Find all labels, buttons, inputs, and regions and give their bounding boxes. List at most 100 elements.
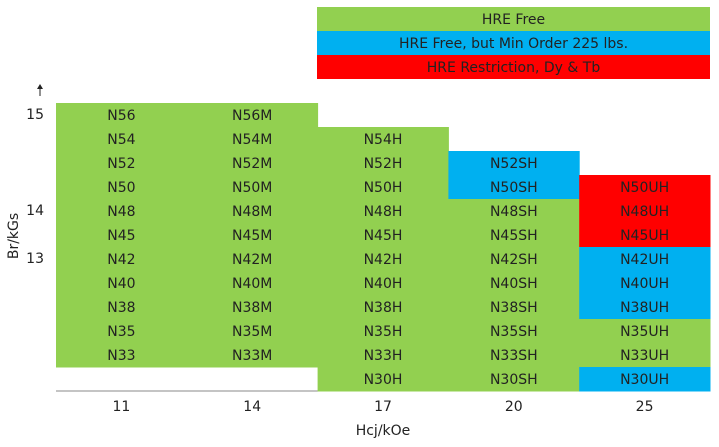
grade-cell <box>448 319 580 344</box>
y-axis-arrowhead <box>37 84 43 89</box>
grade-cell <box>579 271 711 296</box>
y-tick-label: 15 <box>26 107 44 123</box>
grade-label: N40M <box>232 276 272 292</box>
y-tick-label: 14 <box>26 203 44 219</box>
grade-label: N35SH <box>490 324 538 340</box>
grade-cell <box>56 247 188 272</box>
grade-cell <box>448 343 580 368</box>
x-tick-label: 14 <box>243 399 261 415</box>
grade-cell <box>186 151 319 176</box>
grade-cell <box>579 319 711 344</box>
grade-label: N42SH <box>490 252 538 268</box>
grade-label: N48 <box>107 204 135 220</box>
grade-label: N33H <box>364 348 403 364</box>
grade-label: N42UH <box>620 252 669 268</box>
grade-cell <box>186 103 319 128</box>
grade-cell <box>579 343 711 368</box>
grade-cell <box>56 319 188 344</box>
grade-cell <box>186 127 319 152</box>
x-tick-label: 17 <box>374 399 392 415</box>
grade-label: N33 <box>107 348 135 364</box>
y-tick-label: 13 <box>26 251 44 267</box>
x-axis-title: Hcj/kOe <box>356 423 411 439</box>
grade-cell <box>56 175 188 200</box>
grade-label: N54M <box>232 132 272 148</box>
grade-label: N45M <box>232 228 272 244</box>
legend-label: HRE Free, but Min Order 225 lbs. <box>399 36 628 52</box>
grade-cell <box>186 295 319 320</box>
grade-label: N30SH <box>490 372 538 388</box>
grade-label: N48M <box>232 204 272 220</box>
grade-label: N50 <box>107 180 135 196</box>
grade-cell <box>448 199 580 224</box>
legend-label: HRE Restriction, Dy & Tb <box>427 60 601 76</box>
grade-label: N42M <box>232 252 272 268</box>
grade-cell <box>317 367 449 392</box>
legend-swatch <box>317 7 710 31</box>
grade-label: N33SH <box>490 348 538 364</box>
grade-label: N38SH <box>490 300 538 316</box>
grade-label: N50M <box>232 180 272 196</box>
grade-label: N40SH <box>490 276 538 292</box>
grade-label: N30H <box>364 372 403 388</box>
grade-label: N35 <box>107 324 135 340</box>
grade-cell <box>579 175 711 200</box>
grade-cell <box>448 247 580 272</box>
grade-cell <box>317 319 449 344</box>
x-tick-label: 25 <box>636 399 654 415</box>
grade-cell <box>56 103 188 128</box>
grade-cell <box>56 343 188 368</box>
grade-cell <box>56 295 188 320</box>
grade-cell <box>317 343 449 368</box>
grade-label: N38UH <box>620 300 669 316</box>
grade-cell <box>448 223 580 248</box>
grade-label: N30UH <box>620 372 669 388</box>
grade-cell <box>317 247 449 272</box>
grade-label: N50SH <box>490 180 538 196</box>
x-tick-label: 11 <box>112 399 130 415</box>
grade-cell <box>448 271 580 296</box>
grade-label: N48H <box>364 204 403 220</box>
grade-cell <box>579 367 711 392</box>
grade-label: N42H <box>364 252 403 268</box>
grade-cell <box>186 175 319 200</box>
grade-cell <box>448 367 580 392</box>
grade-cell <box>579 223 711 248</box>
grade-label: N45H <box>364 228 403 244</box>
legend-label: HRE Free <box>482 12 545 28</box>
grade-cell <box>317 295 449 320</box>
grade-label: N33UH <box>620 348 669 364</box>
grade-label: N50UH <box>620 180 669 196</box>
grade-label: N38M <box>232 300 272 316</box>
grade-cell <box>448 151 580 176</box>
grade-label: N40 <box>107 276 135 292</box>
grade-cell <box>186 223 319 248</box>
grade-cell <box>56 127 188 152</box>
legend-swatch <box>317 31 710 55</box>
grade-cell <box>317 151 449 176</box>
grade-label: N38 <box>107 300 135 316</box>
grade-label: N35H <box>364 324 403 340</box>
grade-cell <box>186 343 319 368</box>
grade-cell <box>56 151 188 176</box>
grade-label: N56M <box>232 108 272 124</box>
grade-label: N50H <box>364 180 403 196</box>
grade-label: N33M <box>232 348 272 364</box>
grade-cell <box>317 271 449 296</box>
grade-cell <box>448 295 580 320</box>
grade-cell <box>317 199 449 224</box>
grade-cell <box>579 247 711 272</box>
grade-label: N40UH <box>620 276 669 292</box>
grade-cell <box>56 199 188 224</box>
grade-label: N35M <box>232 324 272 340</box>
grade-cell <box>56 223 188 248</box>
grade-label: N52 <box>107 156 135 172</box>
grade-cell <box>579 199 711 224</box>
grade-label: N35UH <box>620 324 669 340</box>
legend-swatch <box>317 55 710 79</box>
grade-label: N54 <box>107 132 135 148</box>
grade-cell <box>317 175 449 200</box>
grade-label: N48UH <box>620 204 669 220</box>
grade-label: N45SH <box>490 228 538 244</box>
